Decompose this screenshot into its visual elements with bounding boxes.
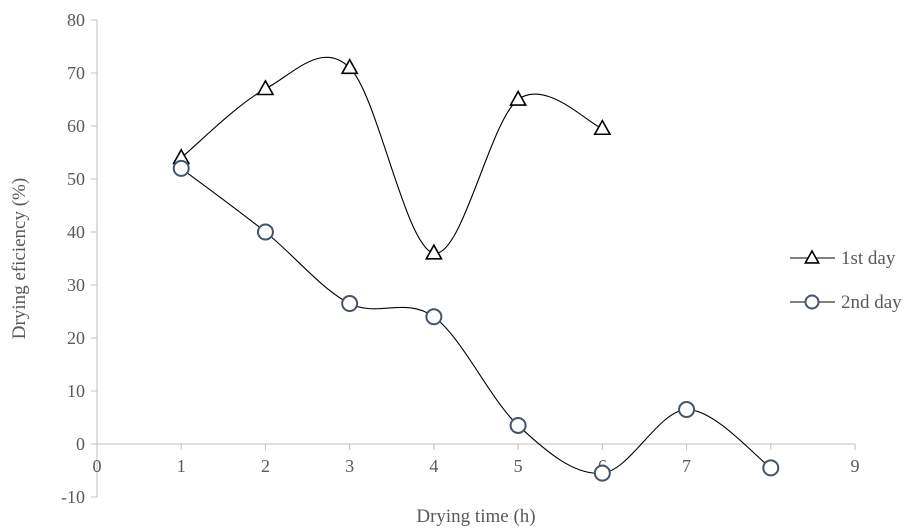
data-point-circle	[678, 401, 696, 419]
x-axis-title: Drying time (h)	[416, 506, 535, 527]
x-tick-label: 7	[682, 456, 691, 476]
x-tick-label: 4	[429, 456, 438, 476]
series-1st-day	[172, 56, 612, 260]
y-tick-label: 10	[67, 381, 85, 401]
series-line	[180, 167, 772, 474]
y-tick-label: 70	[67, 63, 85, 83]
data-point-circle	[593, 464, 611, 482]
data-point-circle	[509, 416, 527, 434]
legend-item-2nd-day: 2nd day	[790, 292, 902, 313]
data-point-circle	[425, 308, 443, 326]
data-point-triangle	[509, 89, 528, 106]
y-tick-label: 0	[76, 434, 85, 454]
data-point-circle	[341, 295, 359, 313]
data-point-circle	[172, 159, 190, 177]
series-layer	[172, 56, 780, 482]
data-point-triangle	[256, 79, 275, 96]
legend-label-2nd-day: 2nd day	[841, 292, 902, 313]
y-tick-label: 20	[67, 328, 85, 348]
x-ticks: 0123456789	[93, 444, 860, 476]
y-tick-label: 80	[67, 10, 85, 30]
data-point-circle	[762, 459, 780, 477]
x-axis: 0123456789	[93, 443, 860, 476]
x-tick-label: 5	[514, 456, 523, 476]
series-line	[180, 56, 603, 254]
x-tick-label: 9	[851, 456, 860, 476]
x-tick-label: 0	[93, 456, 102, 476]
data-point-triangle	[424, 243, 443, 260]
y-tick-label: -10	[61, 487, 85, 507]
y-tick-label: 50	[67, 169, 85, 189]
legend-label-1st-day: 1st day	[841, 248, 896, 269]
x-tick-label: 2	[261, 456, 270, 476]
y-tick-label: 60	[67, 116, 85, 136]
series-2nd-day	[172, 159, 780, 482]
legend-triangle-marker	[803, 249, 821, 264]
data-point-triangle	[593, 119, 612, 136]
data-point-triangle	[340, 58, 359, 75]
y-tick-label: 30	[67, 275, 85, 295]
y-ticks: -10 0 10 20 30 40 50 60 70 80	[61, 10, 97, 507]
x-tick-label: 3	[345, 456, 354, 476]
legend-item-1st-day: 1st day	[790, 248, 896, 269]
legend-circle-marker	[804, 294, 820, 310]
data-point-circle	[256, 223, 274, 241]
y-axis-title: Drying eficiency (%)	[9, 178, 30, 339]
x-tick-label: 1	[177, 456, 186, 476]
y-tick-label: 40	[67, 222, 85, 242]
y-axis: -10 0 10 20 30 40 50 60 70 80	[61, 10, 98, 507]
legend: 1st day 2nd day	[790, 248, 902, 313]
